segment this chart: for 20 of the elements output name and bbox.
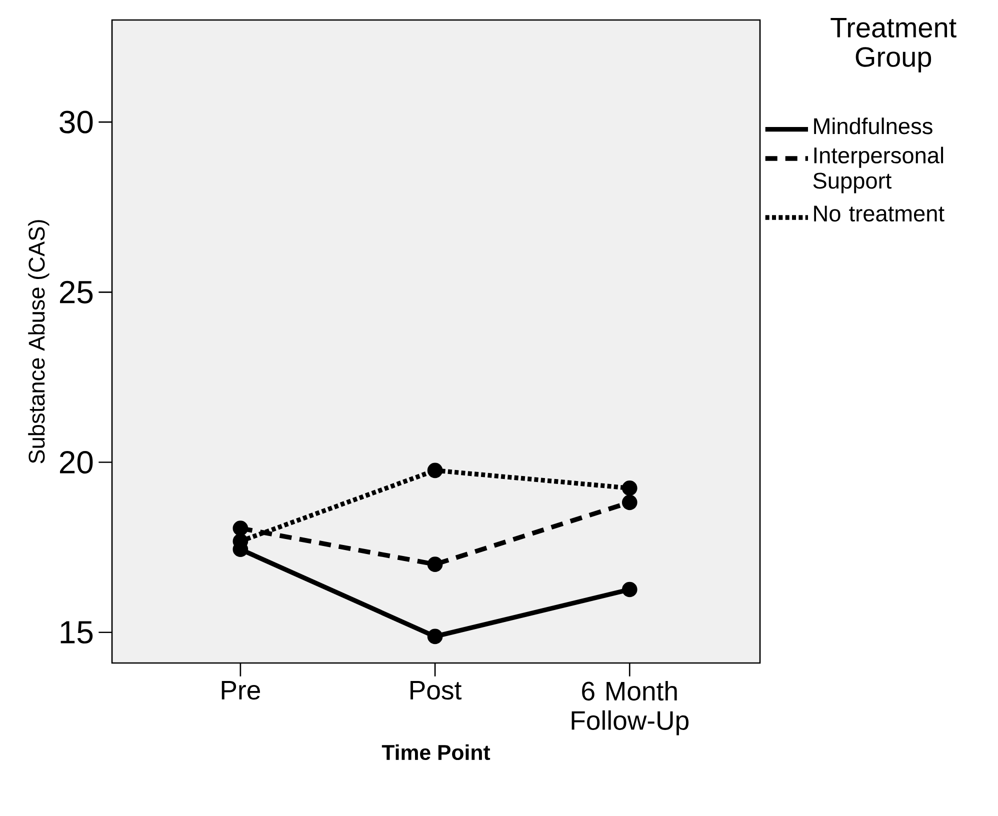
y-tick-label: 15	[60, 621, 93, 644]
y-tick-label: 20	[60, 450, 93, 474]
legend-label: No treatment	[814, 206, 944, 222]
y-tick-label: 30	[60, 110, 93, 134]
point	[427, 556, 443, 572]
point	[622, 494, 638, 510]
legend-title: Treatment Group	[830, 18, 956, 72]
x-tick-label: 6 Month Follow-Up	[572, 681, 689, 736]
point	[622, 582, 638, 598]
point	[427, 628, 443, 644]
y-axis-title: Substance Abuse (CAS)	[28, 220, 50, 464]
legend-label: Mindfulness	[814, 118, 932, 134]
point	[427, 462, 443, 478]
point	[232, 520, 248, 536]
y-tick-label: 25	[60, 280, 93, 304]
point	[622, 480, 638, 496]
x-tick-label: Post	[410, 681, 462, 700]
x-tick-label: Pre	[222, 681, 260, 700]
legend-label: Interpersonal Support	[813, 146, 944, 194]
x-axis-title: Time Point	[382, 744, 490, 760]
